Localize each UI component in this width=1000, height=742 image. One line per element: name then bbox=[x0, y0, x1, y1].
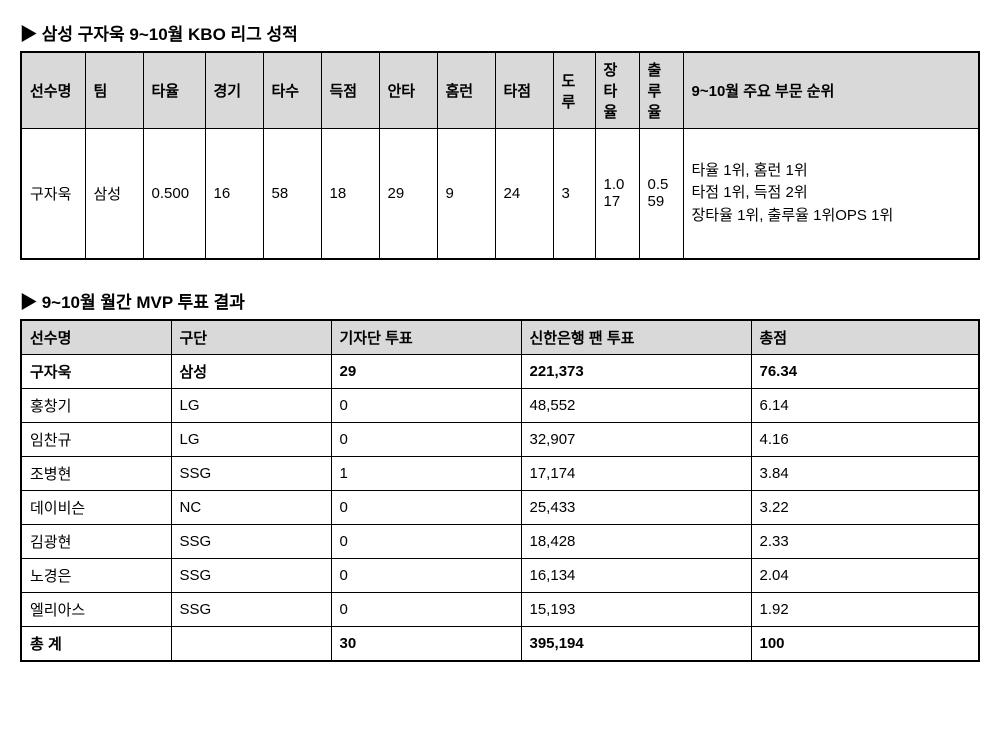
section-mvp-vote: ▶ 9~10월 월간 MVP 투표 결과 선수명 구단 기자단 투표 신한은행 … bbox=[20, 288, 980, 662]
col-press: 기자단 투표 bbox=[331, 320, 521, 355]
cell-rbi: 24 bbox=[495, 129, 553, 259]
col-runs: 득점 bbox=[321, 52, 379, 129]
cell-avg: 0.500 bbox=[143, 129, 205, 259]
cell-total: 총 계 bbox=[21, 626, 171, 661]
table-player-stats: 선수명 팀 타율 경기 타수 득점 안타 홈런 타점 도루 장타율 출루율 9~… bbox=[20, 51, 980, 260]
table-row: 김광현SSG018,4282.33 bbox=[21, 524, 979, 558]
cell: LG bbox=[171, 388, 331, 422]
cell-obp: 0.559 bbox=[639, 129, 683, 259]
col-hr: 홈런 bbox=[437, 52, 495, 129]
table-row: 구자욱삼성29221,37376.34 bbox=[21, 354, 979, 388]
table-row: 구자욱 삼성 0.500 16 58 18 29 9 24 3 1.017 0.… bbox=[21, 129, 979, 259]
cell: 6.14 bbox=[751, 388, 979, 422]
cell-rank: 타율 1위, 홈런 1위 타점 1위, 득점 2위 장타율 1위, 출루율 1위… bbox=[683, 129, 979, 259]
cell: 29 bbox=[331, 354, 521, 388]
cell: 데이비슨 bbox=[21, 490, 171, 524]
cell: 홍창기 bbox=[21, 388, 171, 422]
cell-total bbox=[171, 626, 331, 661]
section-player-stats: ▶ 삼성 구자욱 9~10월 KBO 리그 성적 선수명 팀 타율 경기 타수 … bbox=[20, 20, 980, 260]
col-total: 총점 bbox=[751, 320, 979, 355]
cell: 221,373 bbox=[521, 354, 751, 388]
col-avg: 타율 bbox=[143, 52, 205, 129]
cell: 조병현 bbox=[21, 456, 171, 490]
col-sb: 도루 bbox=[553, 52, 595, 129]
cell: SSG bbox=[171, 592, 331, 626]
cell-ab: 58 bbox=[263, 129, 321, 259]
cell: 48,552 bbox=[521, 388, 751, 422]
col-rank: 9~10월 주요 부문 순위 bbox=[683, 52, 979, 129]
cell-hr: 9 bbox=[437, 129, 495, 259]
cell: 32,907 bbox=[521, 422, 751, 456]
cell-sb: 3 bbox=[553, 129, 595, 259]
cell: 4.16 bbox=[751, 422, 979, 456]
section-title-1: ▶ 삼성 구자욱 9~10월 KBO 리그 성적 bbox=[20, 20, 980, 45]
cell: 0 bbox=[331, 422, 521, 456]
cell-hits: 29 bbox=[379, 129, 437, 259]
cell-slg: 1.017 bbox=[595, 129, 639, 259]
table-row: 홍창기LG048,5526.14 bbox=[21, 388, 979, 422]
col-fanvote: 신한은행 팬 투표 bbox=[521, 320, 751, 355]
section-title-2: ▶ 9~10월 월간 MVP 투표 결과 bbox=[20, 288, 980, 313]
table-row: 노경은SSG016,1342.04 bbox=[21, 558, 979, 592]
cell: 3.84 bbox=[751, 456, 979, 490]
cell: 김광현 bbox=[21, 524, 171, 558]
cell-runs: 18 bbox=[321, 129, 379, 259]
cell: 2.33 bbox=[751, 524, 979, 558]
cell: LG bbox=[171, 422, 331, 456]
cell-team: 삼성 bbox=[85, 129, 143, 259]
col-slg: 장타율 bbox=[595, 52, 639, 129]
col-rbi: 타점 bbox=[495, 52, 553, 129]
table-total-row: 총 계 30395,194100 bbox=[21, 626, 979, 661]
table-row: 엘리아스SSG015,1931.92 bbox=[21, 592, 979, 626]
table-row: 데이비슨NC025,4333.22 bbox=[21, 490, 979, 524]
cell: 0 bbox=[331, 592, 521, 626]
table-mvp-vote: 선수명 구단 기자단 투표 신한은행 팬 투표 총점 구자욱삼성29221,37… bbox=[20, 319, 980, 662]
col-player: 선수명 bbox=[21, 52, 85, 129]
cell: 임찬규 bbox=[21, 422, 171, 456]
cell: 0 bbox=[331, 558, 521, 592]
cell: SSG bbox=[171, 456, 331, 490]
cell: 0 bbox=[331, 524, 521, 558]
cell: 구자욱 bbox=[21, 354, 171, 388]
cell-total: 30 bbox=[331, 626, 521, 661]
cell: 0 bbox=[331, 490, 521, 524]
cell: 15,193 bbox=[521, 592, 751, 626]
cell: 76.34 bbox=[751, 354, 979, 388]
cell: 17,174 bbox=[521, 456, 751, 490]
cell: 1 bbox=[331, 456, 521, 490]
col-ab: 타수 bbox=[263, 52, 321, 129]
cell-total: 395,194 bbox=[521, 626, 751, 661]
cell: 삼성 bbox=[171, 354, 331, 388]
table-row: 조병현SSG117,1743.84 bbox=[21, 456, 979, 490]
cell-player: 구자욱 bbox=[21, 129, 85, 259]
cell-total: 100 bbox=[751, 626, 979, 661]
cell: SSG bbox=[171, 524, 331, 558]
cell: NC bbox=[171, 490, 331, 524]
cell: 노경은 bbox=[21, 558, 171, 592]
col-team: 구단 bbox=[171, 320, 331, 355]
cell: 2.04 bbox=[751, 558, 979, 592]
cell: 0 bbox=[331, 388, 521, 422]
cell: 3.22 bbox=[751, 490, 979, 524]
col-obp: 출루율 bbox=[639, 52, 683, 129]
cell: 18,428 bbox=[521, 524, 751, 558]
cell: 16,134 bbox=[521, 558, 751, 592]
col-player: 선수명 bbox=[21, 320, 171, 355]
cell: SSG bbox=[171, 558, 331, 592]
cell: 엘리아스 bbox=[21, 592, 171, 626]
cell: 25,433 bbox=[521, 490, 751, 524]
table-header-row: 선수명 구단 기자단 투표 신한은행 팬 투표 총점 bbox=[21, 320, 979, 355]
cell-games: 16 bbox=[205, 129, 263, 259]
col-team: 팀 bbox=[85, 52, 143, 129]
table-row: 임찬규LG032,9074.16 bbox=[21, 422, 979, 456]
table-header-row: 선수명 팀 타율 경기 타수 득점 안타 홈런 타점 도루 장타율 출루율 9~… bbox=[21, 52, 979, 129]
col-games: 경기 bbox=[205, 52, 263, 129]
cell: 1.92 bbox=[751, 592, 979, 626]
col-hits: 안타 bbox=[379, 52, 437, 129]
